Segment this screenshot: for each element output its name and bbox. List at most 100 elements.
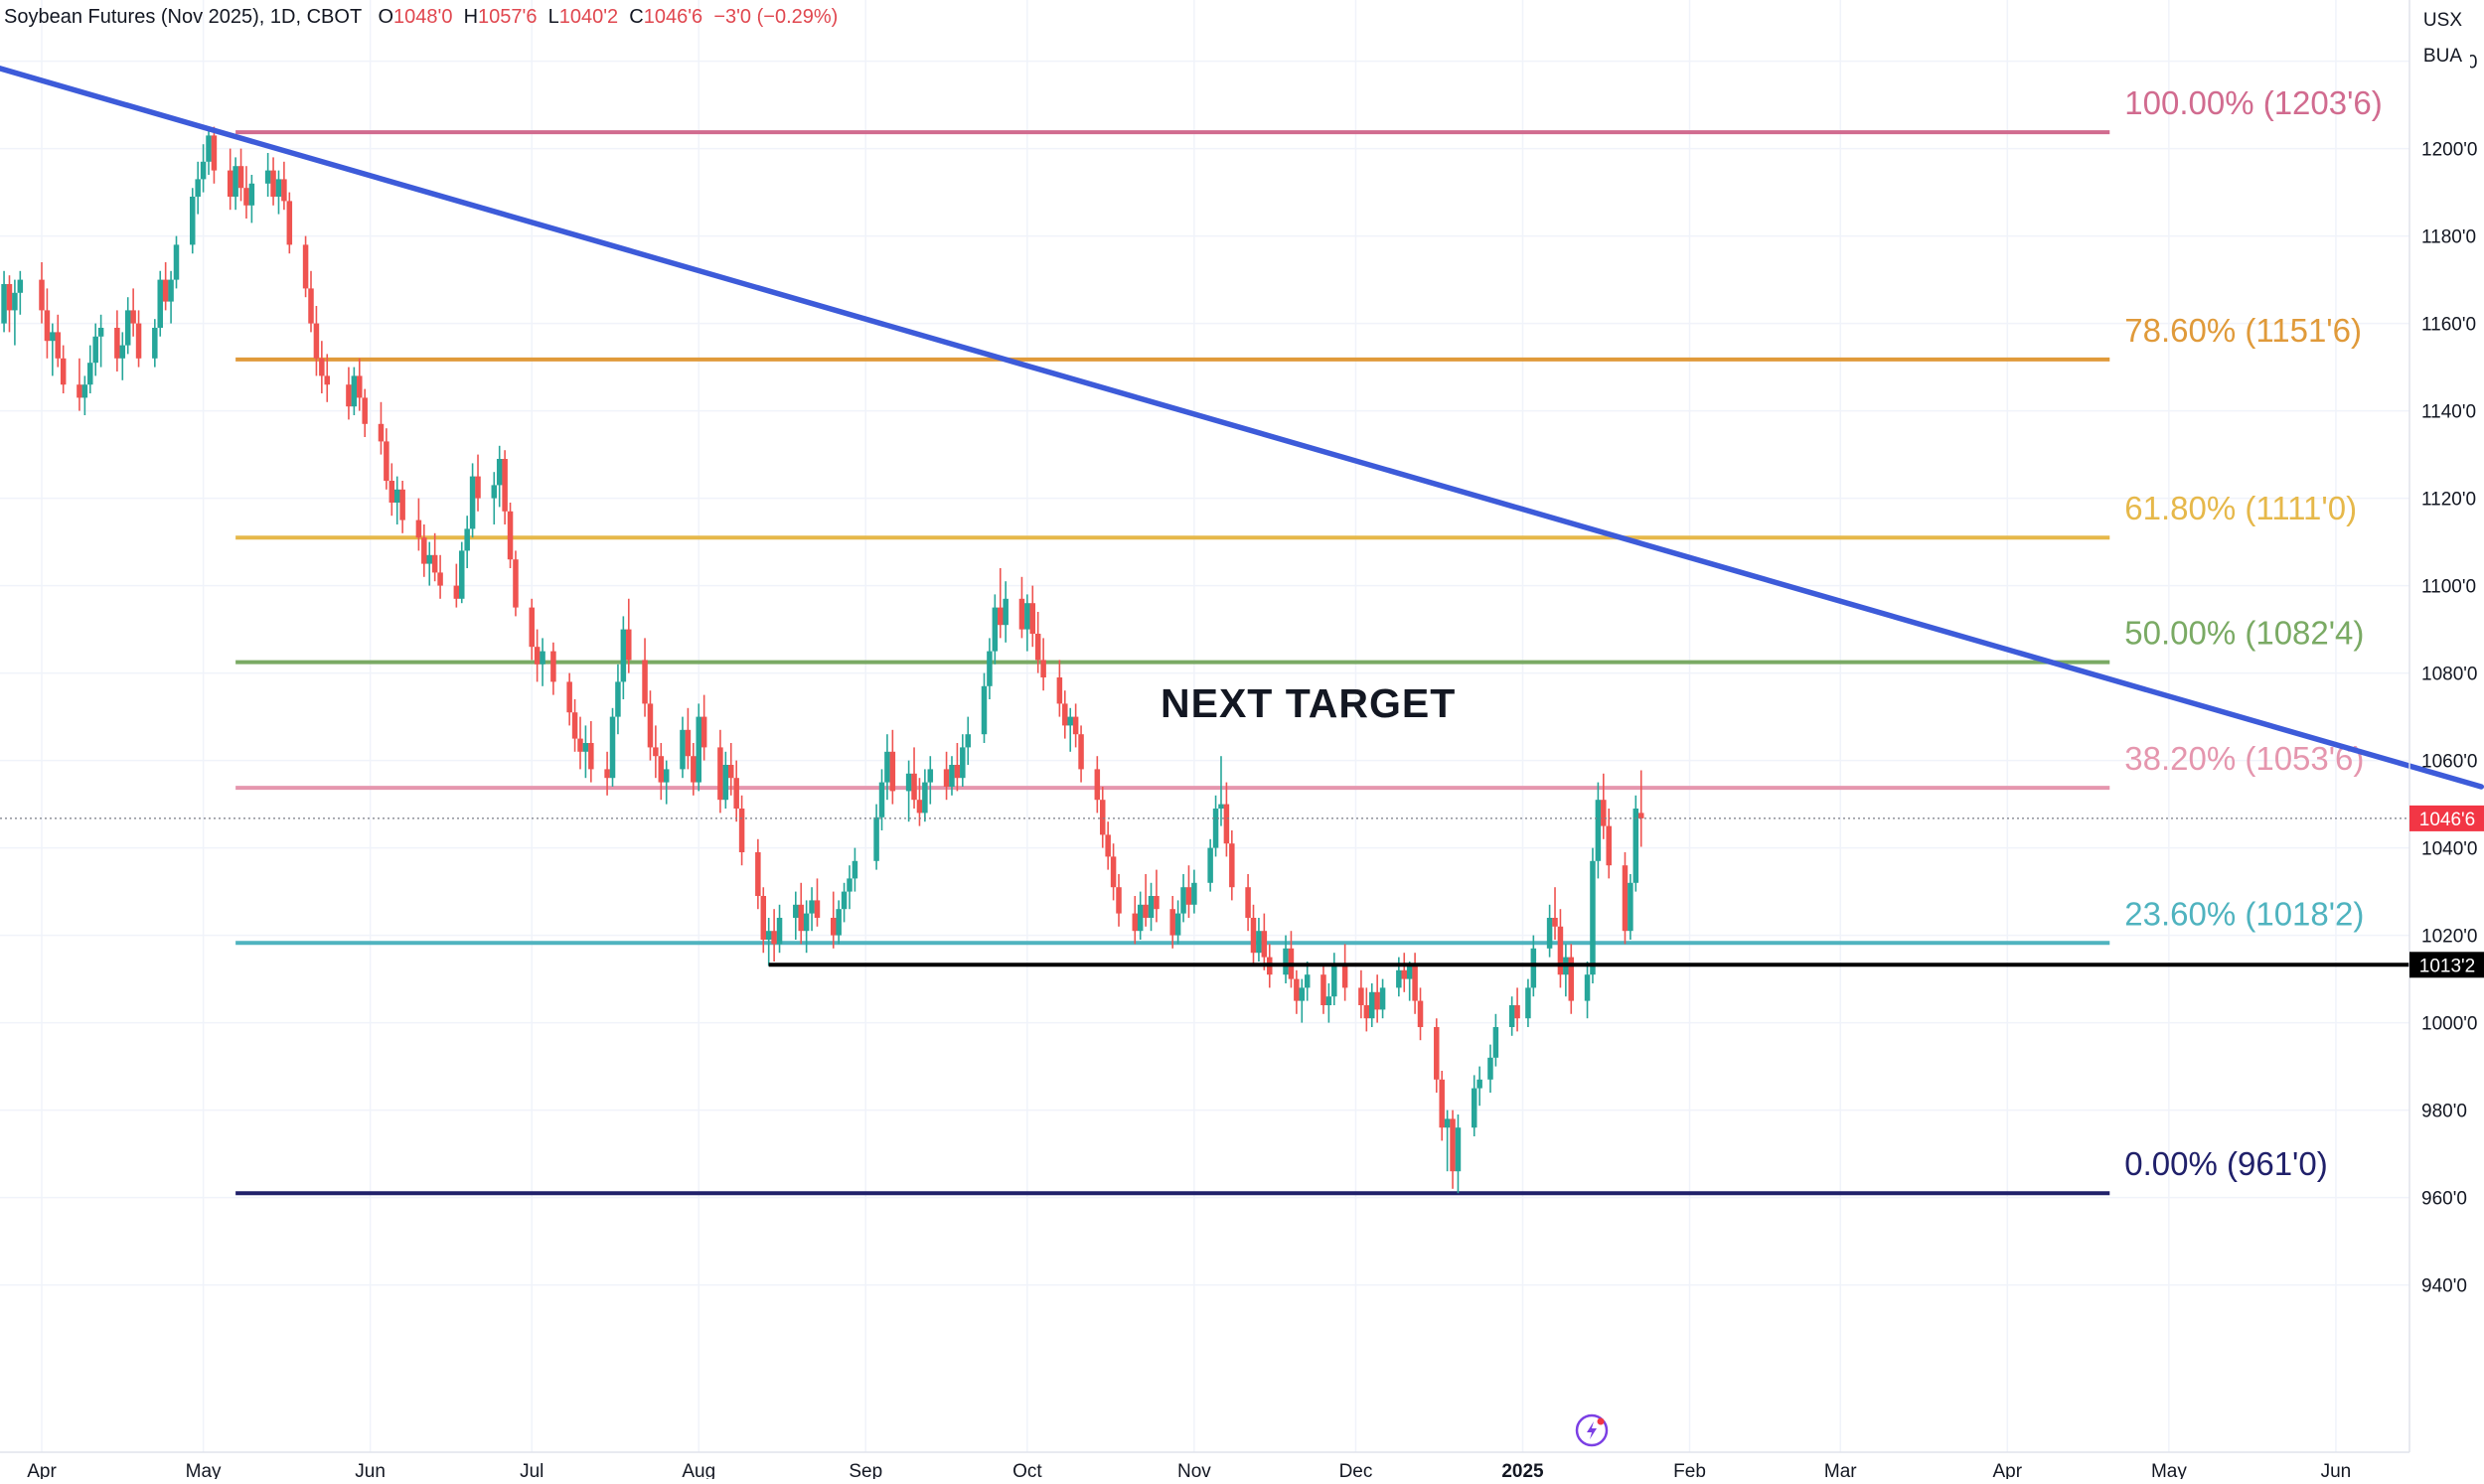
open-value: 1048'0 [393, 6, 453, 28]
candle [162, 262, 169, 311]
candle [765, 918, 772, 966]
candle [696, 703, 701, 792]
candle-body [237, 166, 244, 189]
candle [1223, 782, 1230, 857]
candle-body [1568, 957, 1575, 1001]
candle-body [1067, 716, 1073, 726]
candle-body [1056, 677, 1063, 704]
candle-body [1374, 991, 1380, 1010]
candle-body [691, 756, 697, 783]
candle [1444, 1110, 1451, 1172]
candle-body [275, 179, 282, 197]
candle-body [1601, 800, 1607, 826]
candle [513, 550, 519, 617]
candle [1606, 809, 1612, 879]
candle-body [1154, 896, 1160, 910]
candle [39, 262, 45, 324]
candle [421, 524, 427, 577]
fibonacci-retracement: 100.00% (1203'6) 78.60% (1151'6) 61.80% (1… [235, 84, 2383, 1196]
candle [469, 463, 476, 538]
next-target-annotation[interactable]: NEXT TARGET [1161, 680, 1456, 726]
candle-body [351, 375, 358, 407]
price-change: −3'0 (−0.29%) [713, 6, 839, 28]
candle-body [491, 485, 498, 499]
x-tick-label: May [2151, 1461, 2187, 1479]
candle [1331, 953, 1337, 1005]
candle-body [1029, 603, 1036, 634]
candle [12, 279, 18, 346]
candle-body [1143, 904, 1149, 918]
candle-body [577, 738, 583, 752]
candle [852, 847, 858, 892]
candle-body [1034, 634, 1041, 661]
unit-button[interactable]: BUA [2414, 42, 2470, 72]
candle-body [1212, 809, 1219, 848]
candle [97, 314, 104, 368]
x-tick-label: Apr [27, 1461, 57, 1479]
candle [927, 756, 934, 805]
candle-body [124, 310, 131, 346]
candle [1341, 944, 1348, 1001]
candle [1245, 874, 1251, 932]
candle-body [830, 918, 837, 936]
candle-body [1530, 948, 1537, 988]
currency-button[interactable]: USX [2414, 6, 2470, 36]
candle-body [1024, 603, 1030, 630]
candle-body [1379, 987, 1386, 1010]
candle [243, 166, 249, 219]
candle [809, 887, 815, 932]
candle-body [1294, 978, 1300, 1001]
candle [620, 616, 627, 699]
candle [550, 642, 556, 695]
candle-body [1595, 800, 1602, 861]
candle [1283, 935, 1289, 983]
candle-body [847, 878, 853, 892]
candle [1261, 913, 1268, 970]
candle [1062, 690, 1068, 739]
candle-body [987, 651, 993, 686]
candle [168, 270, 174, 324]
candle [577, 716, 583, 770]
candle [1622, 852, 1629, 945]
candle-body [1368, 991, 1375, 1019]
y-tick-label: 1060'0 [2421, 752, 2477, 773]
candle-body [884, 751, 890, 783]
candle [50, 323, 56, 376]
candle [114, 310, 120, 371]
candle [1439, 1071, 1445, 1141]
candle-body [243, 188, 249, 206]
candle [275, 170, 282, 215]
candle-body [378, 423, 385, 442]
lightning-icon[interactable] [1575, 1413, 1609, 1447]
candle [529, 598, 535, 661]
candle-body [1283, 948, 1289, 975]
candle [884, 734, 890, 801]
candle [1094, 756, 1101, 814]
open-label: O [378, 6, 394, 28]
candle-body [1552, 918, 1558, 927]
candle [1029, 585, 1036, 648]
candle-body [1148, 896, 1155, 918]
candle-body [1514, 1005, 1520, 1019]
candle-body [1584, 974, 1591, 1001]
candle-body [905, 773, 912, 792]
candle [943, 751, 950, 801]
candle-body [195, 179, 201, 197]
candle-body [793, 904, 799, 918]
candle-body [814, 900, 821, 918]
candle-body [1546, 918, 1553, 949]
candle-body [1396, 969, 1402, 988]
candle [362, 388, 368, 437]
symbol-title[interactable]: Soybean Futures (Nov 2025), 1D, CBOT [4, 6, 362, 28]
candle-body [157, 279, 163, 328]
candle-body [1174, 913, 1181, 936]
y-tick-label: 1120'0 [2421, 490, 2476, 511]
candle-body [949, 765, 955, 787]
candle-body [437, 572, 443, 586]
candle [6, 275, 13, 333]
support-price-label: 1013'2 [2419, 956, 2475, 976]
candle [771, 909, 777, 962]
candle [1590, 847, 1596, 983]
